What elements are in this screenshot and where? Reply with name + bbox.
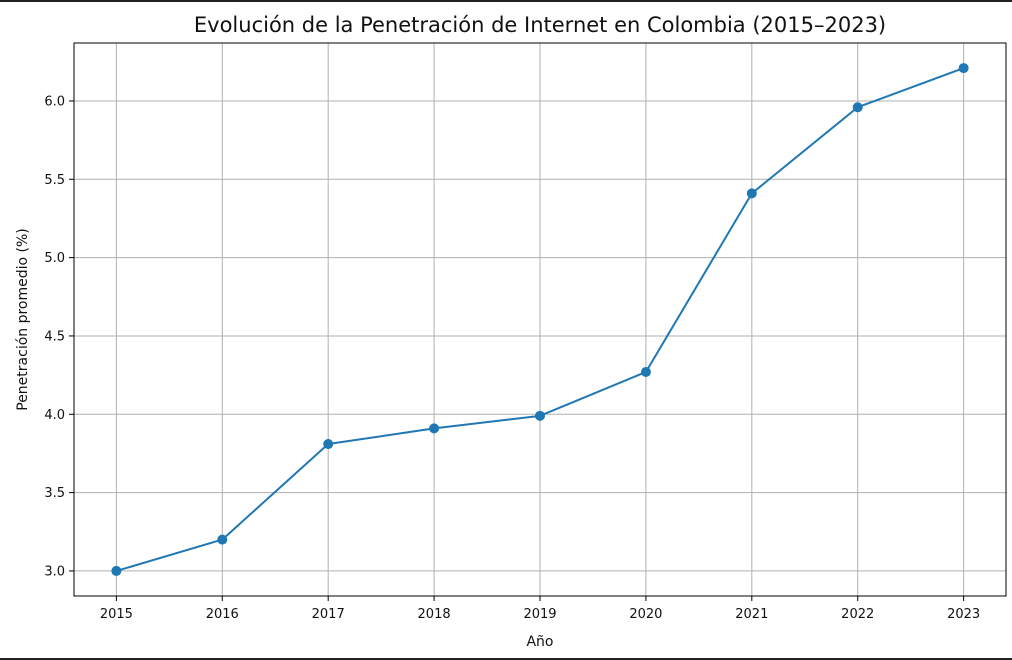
data-point bbox=[111, 565, 122, 576]
x-axis-label: Año bbox=[526, 634, 553, 650]
y-tick-label: 4.0 bbox=[44, 408, 65, 423]
x-tick-label: 2022 bbox=[841, 607, 874, 622]
x-tick-label: 2018 bbox=[418, 607, 451, 622]
y-axis-label: Penetración promedio (%) bbox=[15, 228, 31, 411]
data-point bbox=[852, 102, 863, 113]
data-point bbox=[535, 410, 545, 421]
data-point bbox=[323, 439, 334, 450]
chart-title: Evolución de la Penetración de Internet … bbox=[194, 13, 886, 37]
data-point bbox=[429, 423, 440, 434]
data-point bbox=[640, 366, 651, 377]
y-tick-label: 3.5 bbox=[44, 486, 65, 501]
data-point bbox=[217, 534, 228, 545]
series-layer bbox=[111, 63, 969, 576]
y-axis-ticks: 3.0 3.5 4.0 4.5 5.0 5.5 6.0 bbox=[44, 94, 74, 579]
x-axis-ticks: 2015 2016 2017 2018 2019 2020 2021 2022 2023 bbox=[100, 596, 980, 622]
x-tick-label: 2021 bbox=[735, 607, 768, 622]
x-tick-label: 2019 bbox=[523, 607, 556, 622]
y-tick-label: 4.5 bbox=[44, 329, 65, 344]
y-tick-label: 5.0 bbox=[44, 251, 65, 266]
y-tick-label: 5.5 bbox=[44, 173, 65, 188]
x-tick-label: 2017 bbox=[312, 607, 345, 622]
x-tick-label: 2023 bbox=[947, 607, 980, 622]
x-tick-label: 2020 bbox=[629, 607, 662, 622]
x-tick-label: 2016 bbox=[206, 607, 239, 622]
x-tick-label: 2015 bbox=[100, 607, 133, 622]
data-point bbox=[746, 188, 757, 199]
y-tick-label: 3.0 bbox=[44, 564, 65, 579]
data-point bbox=[958, 63, 969, 74]
gridlines bbox=[74, 43, 1006, 596]
y-tick-label: 6.0 bbox=[44, 94, 65, 109]
